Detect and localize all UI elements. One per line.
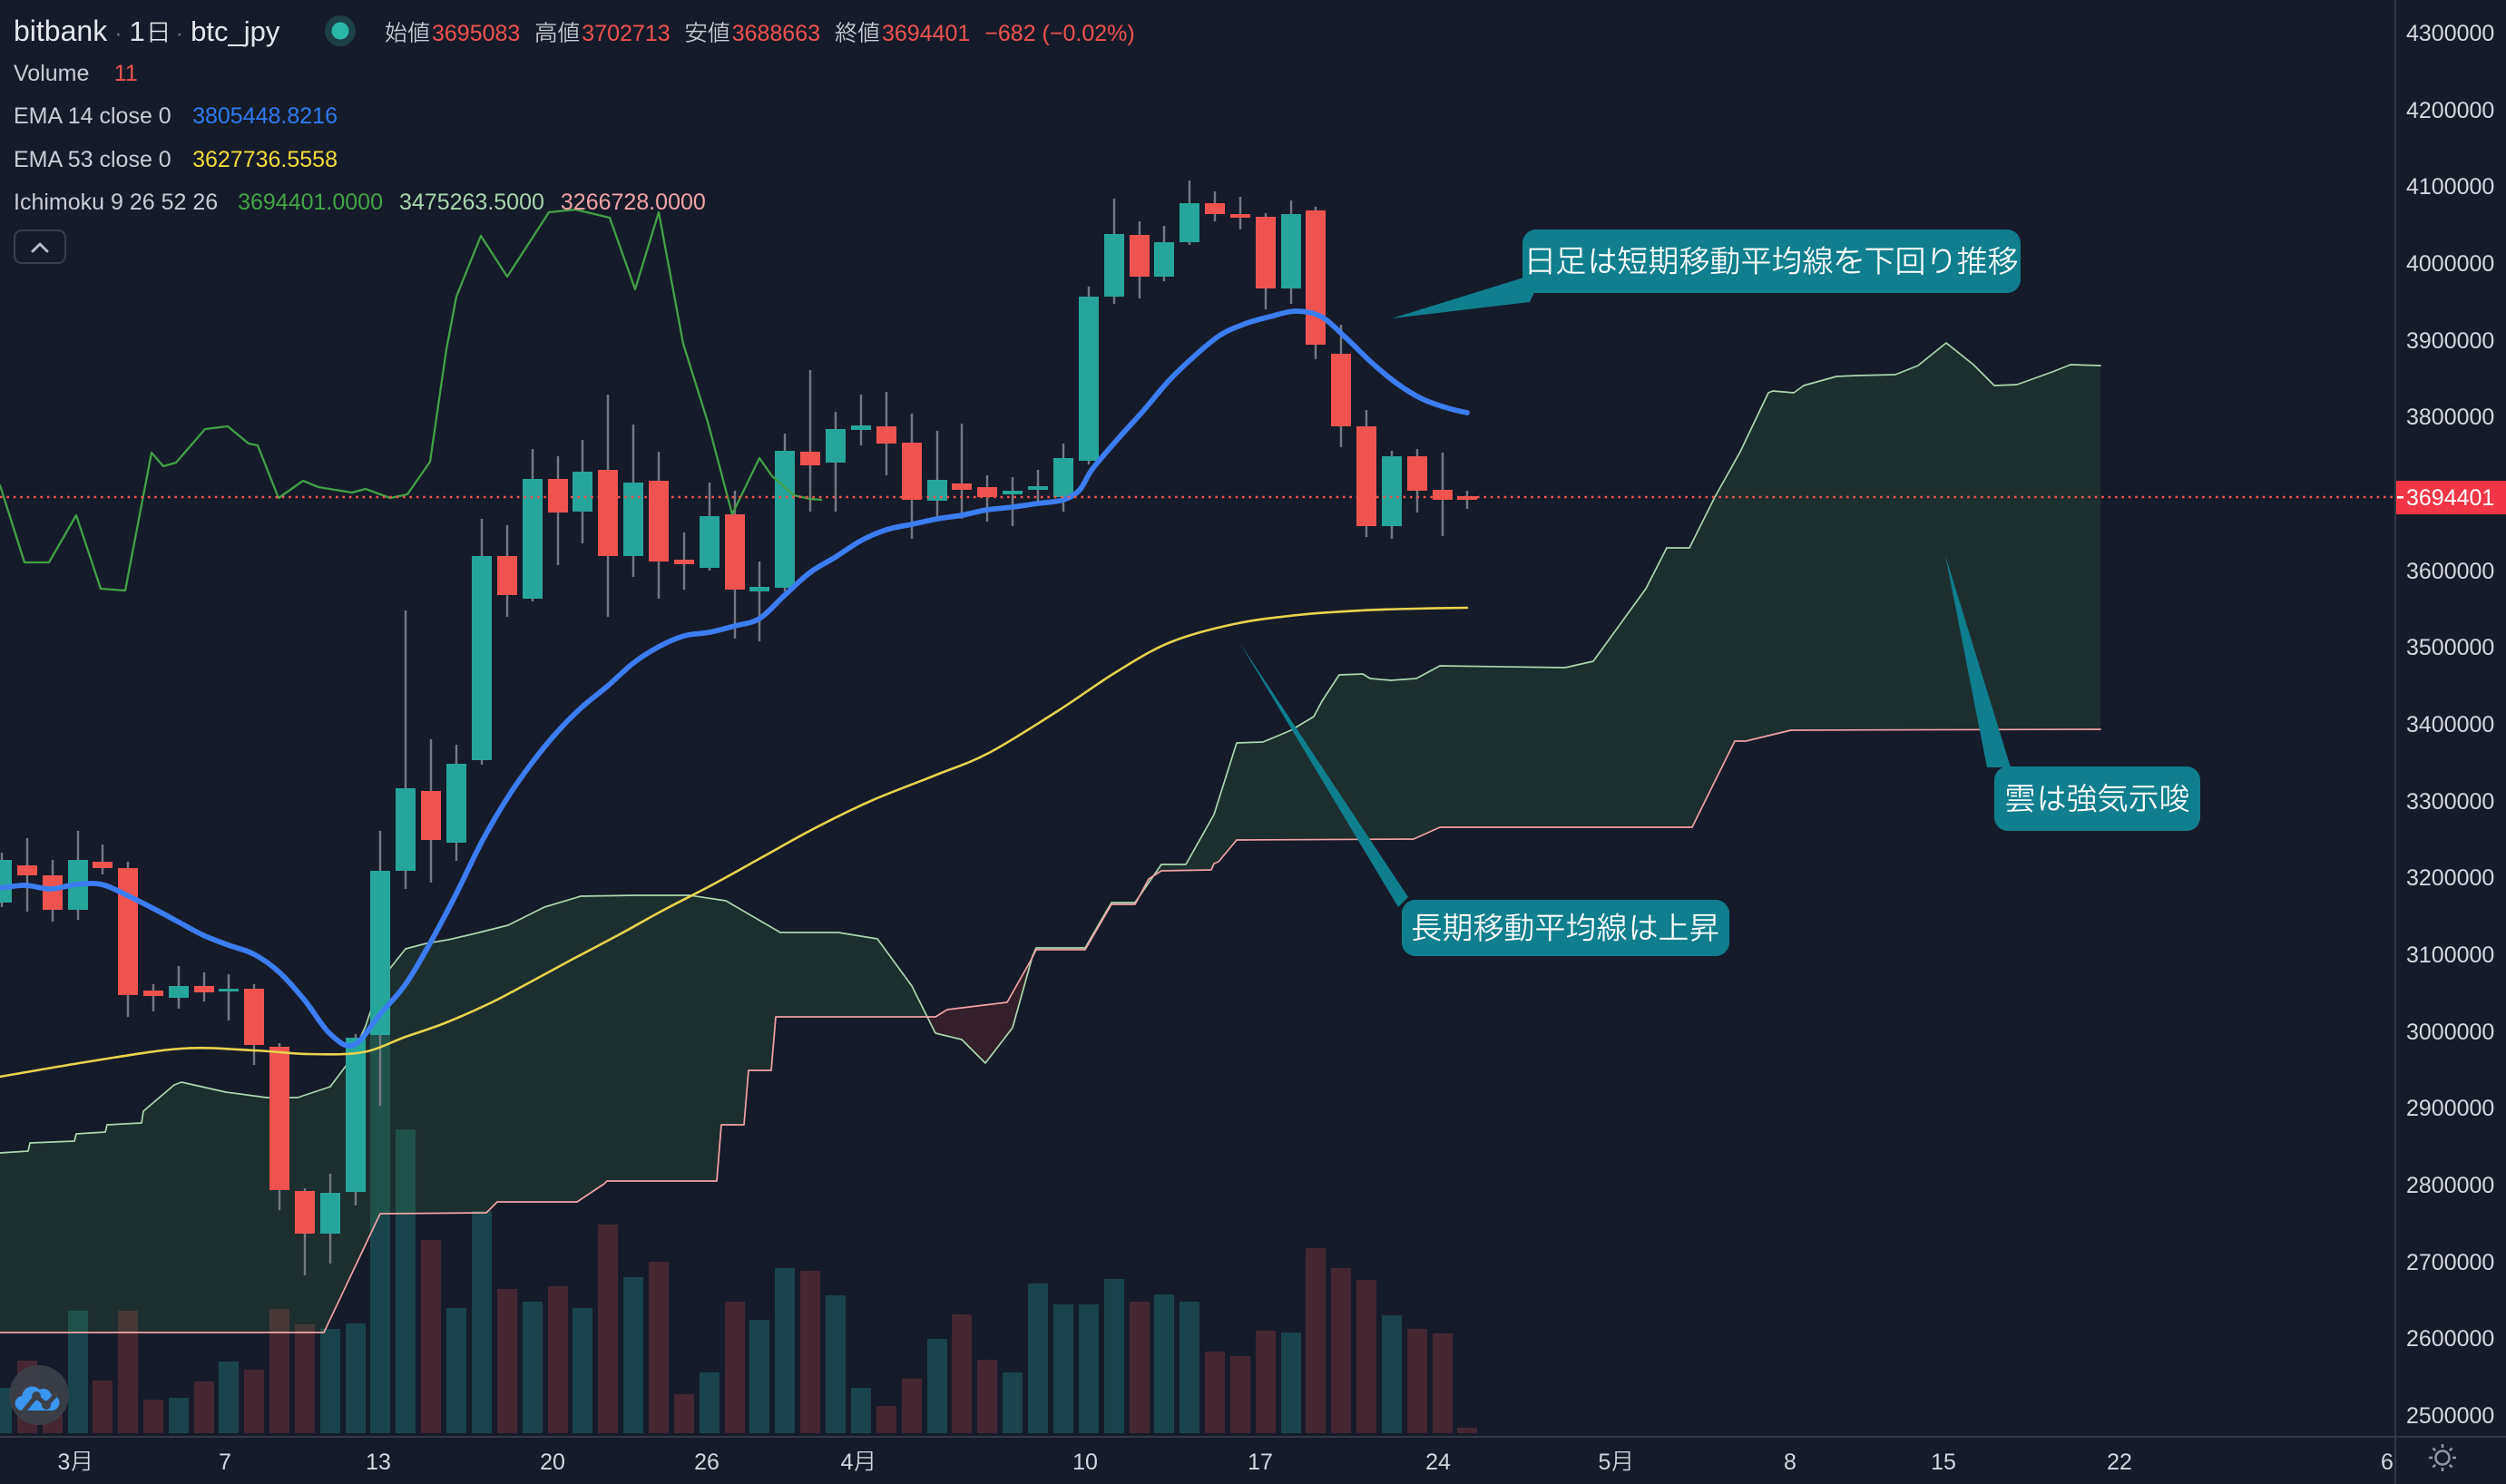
- svg-text:2900000: 2900000: [2406, 1096, 2494, 1121]
- svg-text:·: ·: [176, 21, 183, 46]
- svg-text:3694401: 3694401: [2406, 485, 2494, 511]
- svg-text:EMA 14 close 0: EMA 14 close 0: [14, 103, 171, 129]
- svg-text:3805448.8216: 3805448.8216: [192, 103, 338, 129]
- svg-text:3266728.0000: 3266728.0000: [561, 190, 706, 215]
- svg-text:2500000: 2500000: [2406, 1403, 2494, 1429]
- svg-text:3500000: 3500000: [2406, 635, 2494, 660]
- svg-text:3627736.5558: 3627736.5558: [192, 147, 338, 172]
- svg-text:3688663: 3688663: [732, 21, 820, 46]
- svg-text:7: 7: [219, 1450, 231, 1475]
- svg-text:4000000: 4000000: [2406, 251, 2494, 277]
- svg-text:3694401.0000: 3694401.0000: [238, 190, 383, 215]
- svg-text:3475263.5000: 3475263.5000: [399, 190, 544, 215]
- svg-text:4100000: 4100000: [2406, 174, 2494, 200]
- svg-text:11: 11: [114, 61, 138, 86]
- svg-text:1: 1: [130, 15, 145, 47]
- svg-text:3600000: 3600000: [2406, 559, 2494, 584]
- svg-text:3: 3: [58, 1450, 71, 1475]
- svg-text:3300000: 3300000: [2406, 789, 2494, 815]
- svg-text:3694401: 3694401: [882, 21, 970, 46]
- svg-text:3702713: 3702713: [582, 21, 670, 46]
- svg-text:2600000: 2600000: [2406, 1326, 2494, 1352]
- svg-text:17: 17: [1248, 1450, 1273, 1475]
- svg-text:2700000: 2700000: [2406, 1250, 2494, 1275]
- svg-text:Ichimoku 9 26 52 26: Ichimoku 9 26 52 26: [14, 190, 218, 215]
- svg-text:5: 5: [1599, 1450, 1611, 1475]
- svg-text:20: 20: [540, 1450, 565, 1475]
- svg-text:bitbank: bitbank: [14, 15, 108, 47]
- svg-text:3400000: 3400000: [2406, 712, 2494, 737]
- svg-text:3900000: 3900000: [2406, 328, 2494, 354]
- svg-text:10: 10: [1072, 1450, 1098, 1475]
- svg-text:3695083: 3695083: [432, 21, 520, 46]
- svg-text:13: 13: [366, 1450, 391, 1475]
- svg-text:4300000: 4300000: [2406, 21, 2494, 46]
- svg-text:2800000: 2800000: [2406, 1173, 2494, 1198]
- svg-text:·: ·: [114, 21, 122, 46]
- svg-text:8: 8: [1784, 1450, 1796, 1475]
- svg-text:15: 15: [1931, 1450, 1956, 1475]
- svg-text:btc_jpy: btc_jpy: [191, 15, 280, 47]
- svg-text:EMA 53 close 0: EMA 53 close 0: [14, 147, 171, 172]
- svg-text:3800000: 3800000: [2406, 405, 2494, 430]
- svg-text:3100000: 3100000: [2406, 942, 2494, 968]
- svg-text:4: 4: [841, 1450, 854, 1475]
- svg-text:3000000: 3000000: [2406, 1020, 2494, 1045]
- svg-text:Volume: Volume: [14, 61, 89, 86]
- svg-text:−682 (−0.02%): −682 (−0.02%): [984, 21, 1134, 46]
- svg-text:6: 6: [2381, 1450, 2393, 1475]
- svg-text:3200000: 3200000: [2406, 865, 2494, 891]
- svg-text:22: 22: [2107, 1450, 2132, 1475]
- svg-text:24: 24: [1425, 1450, 1451, 1475]
- svg-text:26: 26: [694, 1450, 719, 1475]
- svg-text:4200000: 4200000: [2406, 98, 2494, 123]
